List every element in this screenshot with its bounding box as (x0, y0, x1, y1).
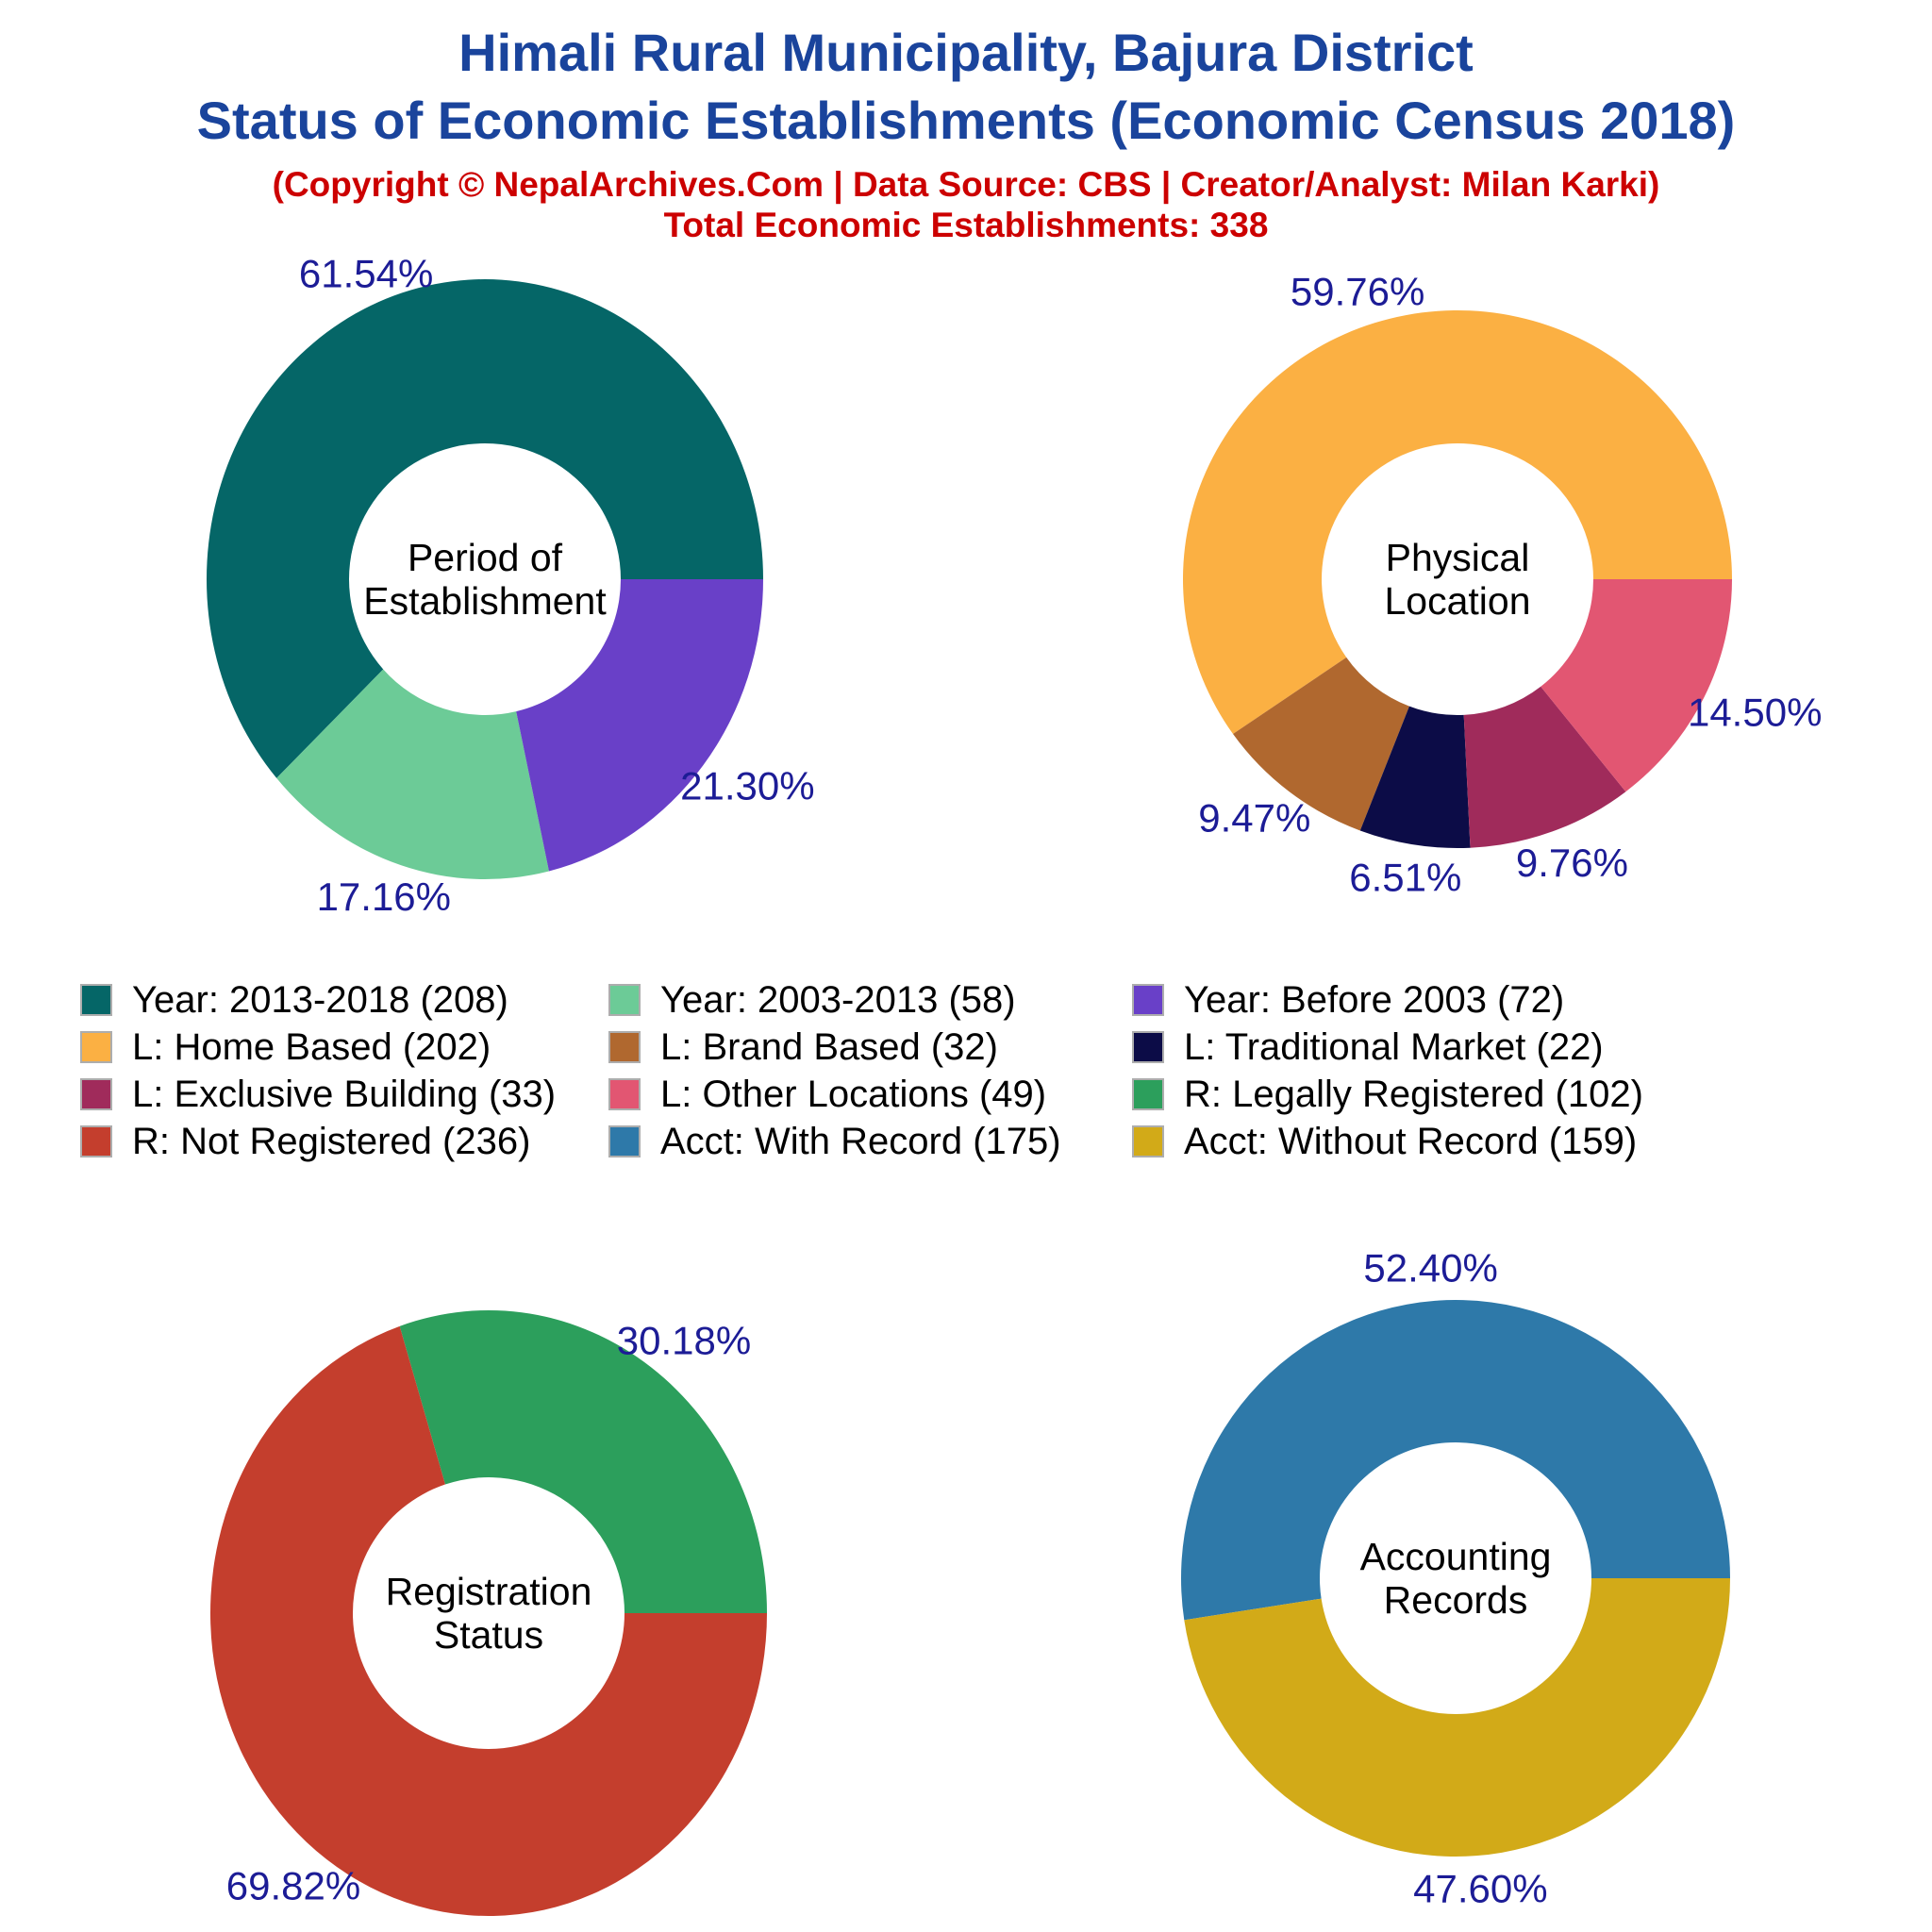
legend-swatch-icon (1132, 1125, 1164, 1158)
legend-swatch-icon (608, 984, 641, 1016)
donut-slice (399, 1309, 767, 1613)
page-header: Himali Rural Municipality, Bajura Distri… (0, 19, 1932, 242)
donut-slice (1233, 657, 1409, 831)
legend-swatch-icon (1132, 1031, 1164, 1063)
percent-label: 9.47% (1198, 795, 1310, 840)
donut-slice (1359, 706, 1471, 848)
chart-legend: Year: 2013-2018 (208) Year: 2003-2013 (58… (80, 976, 1882, 1165)
legend-swatch-icon (608, 1125, 641, 1158)
legend-label: Acct: With Record (175) (660, 1120, 1061, 1162)
legend-swatch-icon (1132, 1078, 1164, 1110)
donut-center-label: Status (434, 1613, 543, 1657)
legend-label: Year: 2013-2018 (208) (132, 978, 508, 1021)
legend-label: L: Exclusive Building (33) (132, 1073, 557, 1115)
legend-label: Year: Before 2003 (72) (1184, 978, 1565, 1021)
legend-label: Year: 2003-2013 (58) (660, 978, 1016, 1021)
total-establishments-line: Total Economic Establishments: 338 (663, 206, 1269, 245)
legend-item: Year: 2013-2018 (208) (80, 976, 608, 1024)
percent-label: 47.60% (1413, 1867, 1547, 1911)
percent-label: 14.50% (1688, 690, 1822, 734)
donut-slice (516, 579, 763, 872)
legend-item: Year: Before 2003 (72) (1132, 976, 1882, 1024)
donut-slice (209, 1325, 768, 1916)
legend-item: R: Legally Registered (102) (1132, 1071, 1882, 1118)
legend-swatch-icon (608, 1031, 641, 1063)
legend-item: L: Exclusive Building (33) (80, 1071, 608, 1118)
legend-swatch-icon (1132, 984, 1164, 1016)
legend-swatch-icon (80, 1125, 112, 1158)
donut-center-label: Records (1384, 1578, 1528, 1622)
percent-label: 30.18% (617, 1318, 751, 1362)
page-title-line1: Himali Rural Municipality, Bajura Distri… (458, 23, 1474, 82)
percent-label: 21.30% (680, 764, 814, 808)
copyright-line: (Copyright © NepalArchives.Com | Data So… (272, 165, 1660, 205)
donut-center-label: Period of (408, 536, 563, 579)
donut-slice (1180, 1300, 1730, 1621)
donut-slice (1463, 686, 1626, 848)
legend-label: L: Other Locations (49) (660, 1073, 1047, 1115)
legend-item: Acct: Without Record (159) (1132, 1118, 1882, 1165)
donut-center-label: Establishment (363, 579, 607, 623)
legend-label: R: Legally Registered (102) (1184, 1073, 1643, 1115)
legend-label: L: Traditional Market (22) (1184, 1025, 1604, 1068)
percent-label: 59.76% (1291, 269, 1424, 313)
legend-label: Acct: Without Record (159) (1184, 1120, 1638, 1162)
legend-swatch-icon (80, 1031, 112, 1063)
percent-label: 69.82% (226, 1864, 360, 1908)
legend-label: L: Home Based (202) (132, 1025, 491, 1068)
percent-label: 9.76% (1516, 841, 1628, 885)
legend-label: L: Brand Based (32) (660, 1025, 998, 1068)
legend-item: L: Traditional Market (22) (1132, 1024, 1882, 1071)
donut-center-label: Physical (1386, 536, 1530, 579)
legend-item: L: Home Based (202) (80, 1024, 608, 1071)
percent-label: 52.40% (1363, 1245, 1497, 1290)
legend-item: R: Not Registered (236) (80, 1118, 608, 1165)
percent-label: 61.54% (299, 252, 433, 296)
legend-swatch-icon (608, 1078, 641, 1110)
legend-swatch-icon (80, 984, 112, 1016)
donut-center-label: Accounting (1360, 1535, 1552, 1578)
donut-slice (1182, 310, 1732, 735)
percent-label: 6.51% (1349, 856, 1461, 900)
legend-swatch-icon (80, 1078, 112, 1110)
page-title-line2: Status of Economic Establishments (Econo… (196, 90, 1736, 150)
legend-item: Year: 2003-2013 (58) (608, 976, 1132, 1024)
donut-slice (1184, 1578, 1730, 1857)
donut-slice (206, 279, 764, 778)
legend-label: R: Not Registered (236) (132, 1120, 531, 1162)
donut-slice (1541, 579, 1732, 792)
legend-item: L: Brand Based (32) (608, 1024, 1132, 1071)
legend-item: Acct: With Record (175) (608, 1118, 1132, 1165)
donut-center-label: Registration (386, 1570, 592, 1613)
donut-slice (276, 669, 549, 880)
legend-item: L: Other Locations (49) (608, 1071, 1132, 1118)
donut-center-label: Location (1384, 579, 1530, 623)
percent-label: 17.16% (317, 874, 451, 919)
